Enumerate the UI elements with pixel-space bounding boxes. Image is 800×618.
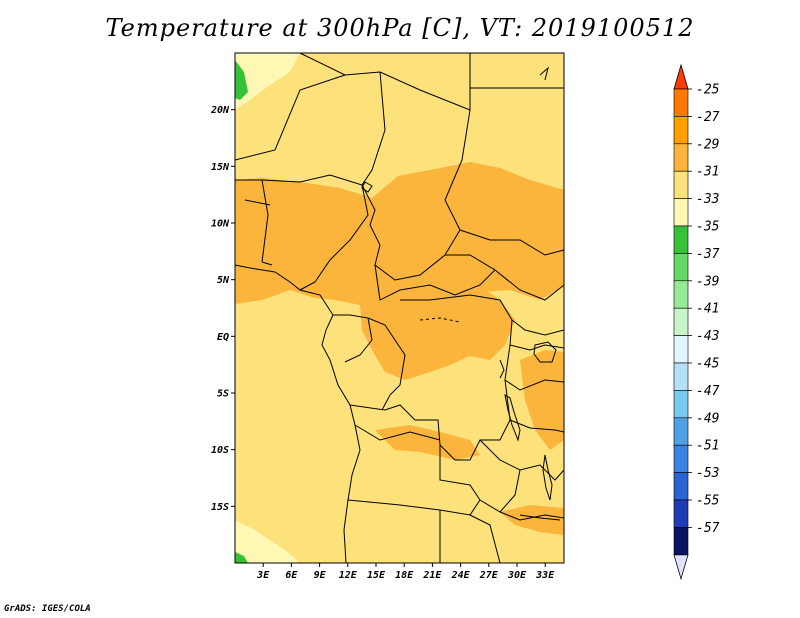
longitude-ticks: 3E 6E 9E 12E 15E 18E 21E 24E 27E 30E 33E: [256, 563, 555, 581]
lon-tick-label: 24E: [451, 570, 471, 581]
lon-tick-label: 21E: [422, 570, 442, 581]
grads-credit: GrADS: IGES/COLA: [4, 604, 91, 614]
lat-tick-label: 5S: [217, 389, 229, 400]
colorbar-bottom-arrow: [673, 554, 689, 581]
coastline-west: [235, 264, 361, 563]
border-east-lakes: [504, 319, 564, 433]
border-libya-niger: [299, 53, 471, 111]
colorbar-box: [673, 362, 689, 391]
colorbar-box: [673, 390, 689, 419]
lat-tick-label: 15S: [211, 502, 229, 513]
colorbar-box: [673, 335, 689, 364]
border-south-sudan: [494, 269, 564, 301]
colorbar-label: -25: [696, 83, 720, 98]
lon-tick-label: 3E: [256, 570, 270, 581]
lake-tanganyika: [504, 393, 521, 442]
colorbar-box: [673, 116, 689, 145]
lat-tick-label: 10S: [211, 445, 229, 456]
cool-patch-northwest: [235, 53, 300, 110]
colorbar-box: [673, 472, 689, 501]
border-sudan-south-sudan: [459, 229, 564, 256]
colorbar-label: -55: [696, 494, 720, 509]
colorbar-label: -53: [696, 466, 719, 481]
lon-tick-label: 6E: [285, 570, 298, 581]
lon-tick-label: 9E: [314, 570, 327, 581]
border-car: [374, 254, 496, 301]
colorbar-box: [673, 253, 689, 282]
warm-patch-east: [520, 350, 564, 450]
lake-malawi: [542, 454, 553, 501]
lat-tick-label: 10N: [211, 219, 230, 230]
colorbar-label: -29: [696, 137, 719, 152]
colorbar-label: -41: [696, 302, 719, 317]
warm-patch-southeast: [500, 505, 564, 535]
colorbar-box: [673, 444, 689, 473]
green-patch-southwest: [235, 552, 248, 563]
lake-kivu: [499, 359, 505, 379]
warm-patch-south: [375, 425, 480, 460]
colorbar-top-arrow: [673, 63, 689, 90]
colorbar-box: [673, 307, 689, 336]
colorbar-label: -35: [696, 220, 720, 235]
lon-tick-label: 12E: [339, 570, 358, 581]
warm-band-north: [235, 162, 564, 320]
country-borders: [235, 53, 564, 563]
colorbar-box: [673, 225, 689, 254]
colorbar-label: -49: [696, 411, 719, 426]
green-patch-northwest: [235, 60, 248, 100]
colorbar-label: -33: [696, 192, 719, 207]
border-drc: [349, 294, 513, 461]
lat-tick-label: 5N: [217, 275, 230, 286]
map-panel: 20N 15N 10N 5N EQ 5S 10S 15S 3E 6E 9E 12E 15E 18E 21E…: [210, 52, 565, 581]
colorbar-box: [673, 88, 689, 117]
colorbar-label: -39: [696, 274, 719, 289]
lat-tick-label: 20N: [210, 105, 230, 116]
warm-band-central: [360, 284, 515, 380]
colorbar-box: [673, 198, 689, 227]
lon-tick-label: 33E: [535, 570, 555, 581]
map-frame: [234, 52, 565, 564]
colorbar-label: -27: [696, 110, 720, 125]
lon-tick-label: 15E: [367, 570, 386, 581]
latitude-ticks: 20N 15N 10N 5N EQ 5S 10S 15S: [210, 105, 235, 513]
border-cameroon-gabon-congo: [333, 314, 406, 411]
lake-southeast: [519, 514, 561, 521]
colorbar-label: -43: [696, 329, 719, 344]
border-algeria-niger: [235, 74, 346, 161]
colorbar-box: [673, 170, 689, 199]
colorbar-label: -31: [696, 165, 719, 180]
colorbar-box: [673, 417, 689, 446]
border-namibia-botswana: [439, 510, 564, 563]
map-title: Temperature at 300hPa [C], VT: 201910051…: [105, 14, 695, 42]
colorbar-box: [673, 527, 689, 556]
colorbar-label: -45: [696, 357, 720, 372]
temperature-field: [235, 53, 564, 563]
lake-victoria: [533, 341, 557, 363]
colorbar-label: -37: [696, 247, 720, 262]
border-mali-burkina: [235, 179, 273, 266]
colorbar-box: [673, 499, 689, 528]
lat-tick-label: 15N: [211, 162, 230, 173]
colorbar-box: [673, 143, 689, 172]
colorbar-box: [673, 280, 689, 309]
lon-tick-label: 27E: [479, 570, 499, 581]
cool-patch-southwest: [235, 520, 300, 563]
border-zambia-mozambique: [479, 439, 564, 513]
colorbar-label: -57: [696, 521, 720, 536]
river-congo-dash: [419, 317, 461, 323]
colorbar-label: -51: [696, 439, 719, 454]
lon-tick-label: 18E: [395, 570, 414, 581]
colorbar: -25 -27 -29 -31 -33 -35 -37 -39 -41 -43 -45 -47 -49 -…: [673, 63, 720, 581]
lon-tick-label: 30E: [507, 570, 527, 581]
border-nigeria: [261, 174, 369, 291]
colorbar-label: -47: [696, 384, 720, 399]
lake-chad: [361, 181, 373, 193]
nile-ne-island: [539, 66, 549, 81]
lat-tick-label: EQ: [217, 332, 229, 343]
